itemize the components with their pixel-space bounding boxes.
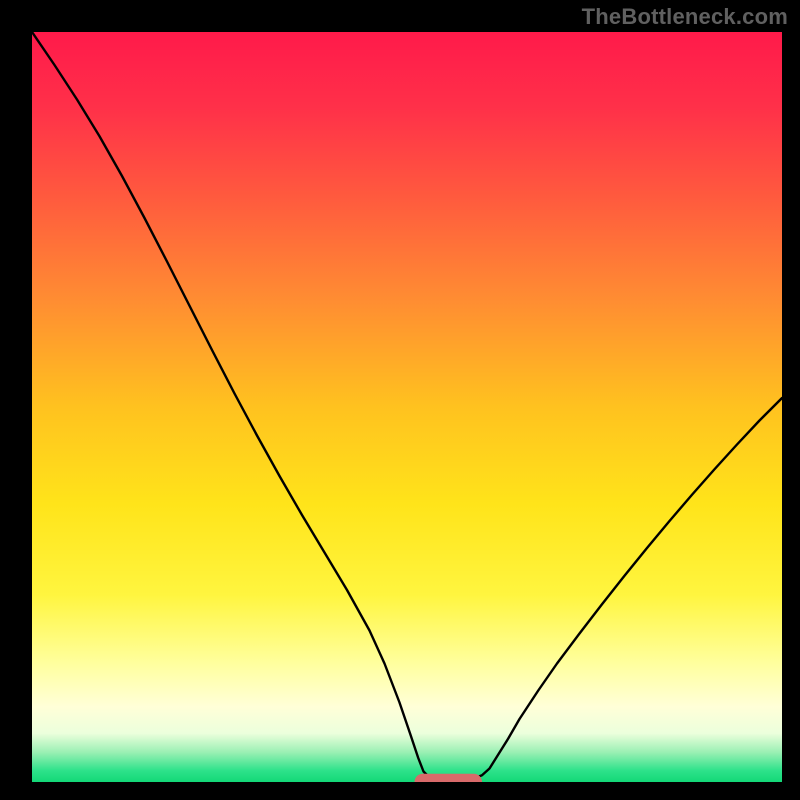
bottleneck-curve-chart (32, 32, 782, 782)
gradient-background (32, 32, 782, 782)
plot-area (32, 32, 782, 782)
watermark-text: TheBottleneck.com (582, 4, 788, 30)
chart-frame: TheBottleneck.com (0, 0, 800, 800)
optimal-marker (415, 774, 483, 782)
